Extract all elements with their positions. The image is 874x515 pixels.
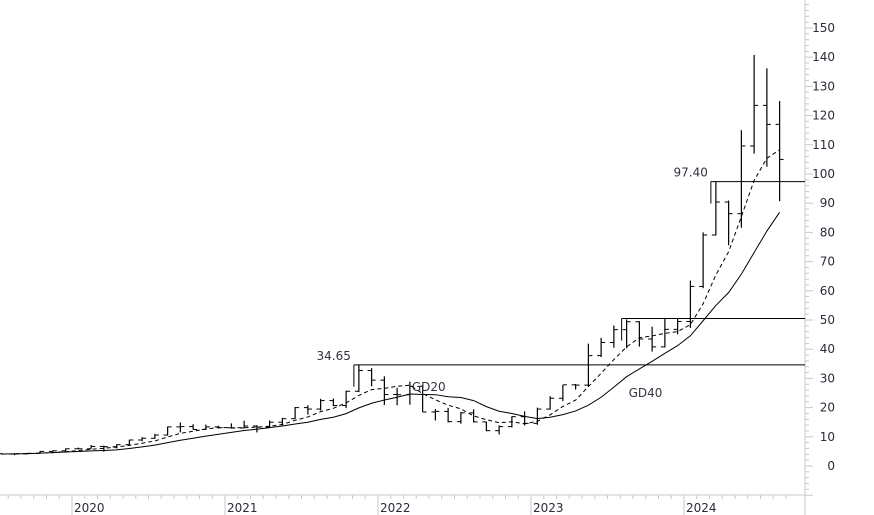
ma-gd20-line [1, 149, 780, 455]
price-bar [393, 387, 402, 406]
price-bar [546, 396, 555, 410]
price-bar [724, 200, 733, 246]
price-bar [189, 424, 198, 430]
price-bar [61, 448, 70, 452]
price-bar [495, 425, 504, 435]
x-tick-label: 2020 [74, 501, 105, 515]
moving-averages [1, 149, 781, 455]
price-bar [673, 318, 682, 335]
price-bar [342, 390, 351, 409]
price-bar [138, 437, 147, 442]
price-bar [87, 444, 96, 450]
price-bar [558, 384, 567, 402]
price-bar [635, 321, 644, 347]
price-bar [163, 426, 172, 436]
price-bar [622, 319, 631, 349]
price-bar [367, 368, 376, 387]
price-bar [584, 343, 593, 387]
level-label: 97.40 [674, 166, 708, 180]
price-bar [431, 409, 440, 421]
y-tick-label: 0 [827, 459, 835, 473]
price-bar [201, 424, 210, 430]
price-bar [711, 181, 720, 236]
price-bar [482, 421, 491, 432]
price-bar [265, 420, 274, 428]
y-tick-label: 110 [812, 138, 835, 152]
price-bar [10, 453, 19, 456]
level-label: 34.65 [317, 349, 351, 363]
price-bar [23, 452, 32, 455]
annotations: 34.65 97.40 GD20 GD40 [317, 166, 708, 400]
y-tick-label: 20 [820, 401, 835, 415]
price-bar [227, 423, 236, 429]
price-bar [609, 325, 618, 348]
price-bar [737, 130, 746, 228]
y-tick-label: 90 [820, 196, 835, 210]
price-bar [762, 68, 771, 167]
price-bar [660, 318, 669, 348]
x-tick-label: 2023 [533, 501, 564, 515]
price-bar [380, 376, 389, 405]
price-bar [278, 417, 287, 426]
price-bar [125, 439, 134, 446]
price-bar [112, 444, 121, 449]
price-bar [291, 407, 300, 420]
price-bar [99, 445, 108, 452]
price-bar [699, 232, 708, 289]
price-bar [686, 280, 695, 328]
price-bar [507, 416, 516, 428]
price-bar [533, 407, 542, 425]
y-tick-label: 130 [812, 79, 835, 93]
price-bar [648, 326, 657, 352]
horizontal-levels [353, 181, 805, 387]
price-bar [469, 409, 478, 423]
price-bar [354, 364, 363, 393]
y-tick-label: 40 [820, 342, 835, 356]
y-tick-label: 140 [812, 50, 835, 64]
price-bar [303, 405, 312, 415]
y-tick-label: 100 [812, 167, 835, 181]
ma-label: GD20 [412, 380, 446, 394]
y-tick-label: 80 [820, 225, 835, 239]
price-bar [597, 337, 606, 358]
price-bar [240, 420, 249, 429]
x-tick-label: 2024 [686, 501, 717, 515]
price-bar [176, 422, 185, 433]
price-bar [444, 407, 453, 423]
price-bar [571, 383, 580, 390]
price-bar [150, 433, 159, 439]
y-tick-label: 10 [820, 430, 835, 444]
price-bar [405, 381, 414, 405]
price-bar [214, 425, 223, 429]
price-bar [775, 101, 784, 202]
x-tick-label: 2021 [227, 501, 258, 515]
x-tick-label: 2022 [380, 501, 411, 515]
y-tick-label: 70 [820, 255, 835, 269]
y-tick-label: 120 [812, 109, 835, 123]
price-bar [36, 450, 45, 454]
ma-label: GD40 [629, 386, 663, 400]
axes: 0 10 20 30 40 50 60 70 80 90 100 110 120 130 140 150 202… [0, 0, 835, 515]
price-bar [329, 398, 338, 407]
price-bar [252, 425, 261, 433]
y-tick-label: 150 [812, 21, 835, 35]
price-bar [418, 384, 427, 413]
price-bar [0, 453, 6, 455]
price-bar [750, 54, 759, 154]
y-tick-label: 50 [820, 313, 835, 327]
y-tick-label: 60 [820, 284, 835, 298]
y-tick-label: 30 [820, 371, 835, 385]
price-bars [0, 54, 784, 456]
price-bar [316, 398, 325, 411]
price-bar [520, 411, 529, 426]
price-bar [74, 447, 83, 450]
price-bar [48, 450, 57, 452]
price-bar [456, 411, 465, 424]
ma-gd40-line [1, 212, 781, 455]
